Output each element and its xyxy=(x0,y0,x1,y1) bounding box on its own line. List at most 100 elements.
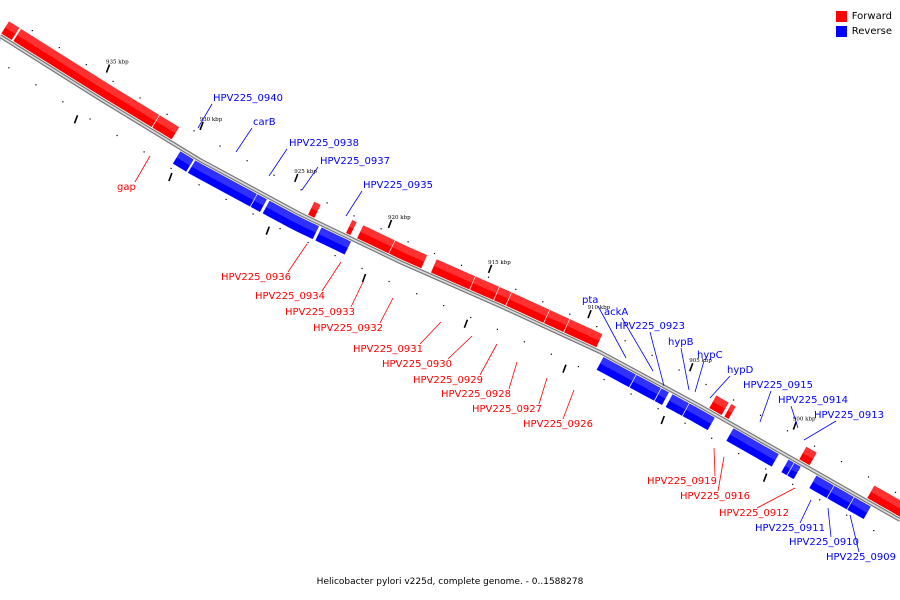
legend-reverse: Reverse xyxy=(835,24,892,39)
scale-dot xyxy=(711,437,713,439)
gene-label[interactable]: HPV225_0928 xyxy=(441,389,511,400)
scale-dot xyxy=(62,101,64,103)
scale-dot xyxy=(542,301,544,303)
gene-label[interactable]: ackA xyxy=(604,307,628,318)
gene-label[interactable]: HPV225_0940 xyxy=(213,93,283,104)
kbp-tick-label: 925 kbp xyxy=(294,169,317,175)
gene-leader-line xyxy=(479,343,498,376)
kbp-tick-label: 935 kbp xyxy=(106,60,129,66)
kbp-tick-label: 920 kbp xyxy=(388,215,411,221)
gene-leader-line xyxy=(321,261,342,292)
gene-block-shading xyxy=(791,463,801,473)
gene-label[interactable]: HPV225_0931 xyxy=(353,344,423,355)
gene-block-shading xyxy=(813,475,834,492)
scale-dot xyxy=(577,366,579,368)
scale-dot xyxy=(846,514,848,516)
gene-label[interactable]: HPV225_0912 xyxy=(719,508,789,519)
gene-label[interactable]: HPV225_0915 xyxy=(743,380,813,391)
gene-leader-line xyxy=(134,155,151,183)
genome-caption: Helicobacter pylori v225d, complete geno… xyxy=(316,577,584,587)
gene-block-shading xyxy=(686,403,696,414)
scale-dot xyxy=(407,241,409,243)
scale-dot xyxy=(678,369,680,371)
gene-label[interactable]: gap xyxy=(117,182,136,193)
gene-label[interactable]: hypC xyxy=(697,350,723,361)
scale-dot xyxy=(873,530,875,532)
gene-label[interactable]: HPV225_0927 xyxy=(472,404,542,415)
gene-features xyxy=(0,21,900,520)
scale-dot xyxy=(443,305,445,307)
gene-leader-line xyxy=(379,297,394,324)
kbp-tick-upper xyxy=(587,309,592,319)
gene-leader-line xyxy=(649,331,665,387)
gene-leader-line xyxy=(803,420,837,441)
reverse-swatch xyxy=(835,26,847,37)
gene-label[interactable]: HPV225_0926 xyxy=(523,419,593,430)
scale-dot xyxy=(819,499,821,501)
kbp-tick-upper xyxy=(294,173,299,183)
gene-label[interactable]: HPV225_0935 xyxy=(363,180,433,191)
gene-block-shading xyxy=(547,310,570,326)
gene-label[interactable]: HPV225_0929 xyxy=(413,375,483,386)
gene-label[interactable]: HPV225_0913 xyxy=(814,410,884,421)
gene-block-shading xyxy=(567,319,603,341)
kbp-tick-lower xyxy=(168,172,173,182)
scale-dot xyxy=(252,213,254,215)
gene-label[interactable]: HPV225_0911 xyxy=(755,523,825,534)
gene-leader-line xyxy=(538,377,548,405)
gene-label[interactable]: hypB xyxy=(668,337,694,348)
gene-leader-line xyxy=(447,335,473,360)
scale-dot xyxy=(112,80,114,82)
gene-label[interactable]: carB xyxy=(253,117,276,128)
scale-dot xyxy=(523,341,525,343)
gene-label[interactable]: HPV225_0934 xyxy=(255,291,325,302)
gene-label[interactable]: HPV225_0916 xyxy=(680,491,750,502)
gene-label[interactable]: HPV225_0910 xyxy=(789,537,859,548)
gene-label[interactable]: HPV225_0938 xyxy=(289,138,359,149)
gene-leader-line xyxy=(562,389,575,420)
gene-leader-line xyxy=(597,305,627,359)
gene-block-shading xyxy=(803,447,817,459)
gene-label[interactable]: HPV225_0914 xyxy=(778,395,848,406)
scale-dot xyxy=(765,468,767,470)
scale-dot xyxy=(307,242,309,244)
gene-label[interactable]: HPV225_0936 xyxy=(221,272,291,283)
gene-label[interactable]: HPV225_0923 xyxy=(615,321,685,332)
scale-dot xyxy=(460,264,463,266)
gene-leader-line xyxy=(345,190,363,217)
gene-label[interactable]: HPV225_0919 xyxy=(647,476,717,487)
gene-leader-line xyxy=(235,127,253,153)
scale-dot xyxy=(569,313,571,315)
gene-leader-line xyxy=(799,499,812,524)
gene-leader-line xyxy=(287,243,308,273)
gene-label[interactable]: hypD xyxy=(727,365,754,376)
gene-block-shading xyxy=(349,220,357,229)
gene-leader-line xyxy=(350,281,364,308)
gene-label[interactable]: HPV225_0932 xyxy=(313,323,383,334)
scale-dot xyxy=(166,113,168,115)
gene-leader-line xyxy=(709,375,731,399)
gene-block-shading xyxy=(176,151,194,166)
scale-dot xyxy=(116,134,118,137)
gene-leader-line xyxy=(827,507,832,538)
gene-block-shading xyxy=(851,497,871,513)
gene-block-shading xyxy=(311,202,321,212)
scale-dot xyxy=(470,316,472,319)
scale-dot xyxy=(198,184,200,186)
legend-forward: Forward xyxy=(835,9,892,24)
gene-label[interactable]: HPV225_0930 xyxy=(382,359,452,370)
scale-dot xyxy=(193,130,195,132)
scale-dot xyxy=(867,476,870,478)
gene-label[interactable]: HPV225_0933 xyxy=(285,307,355,318)
gene-label[interactable]: HPV225_0937 xyxy=(320,156,390,167)
scale-dot xyxy=(273,174,275,176)
scale-dot xyxy=(388,280,390,283)
kbp-tick-lower xyxy=(562,364,567,373)
gene-label[interactable]: pta xyxy=(582,295,598,306)
gene-block-shading xyxy=(497,287,512,299)
gene-leader-line xyxy=(713,447,716,477)
scale-dot xyxy=(219,145,221,147)
gene-label[interactable]: HPV225_0909 xyxy=(826,552,896,563)
scale-dot xyxy=(624,340,626,342)
